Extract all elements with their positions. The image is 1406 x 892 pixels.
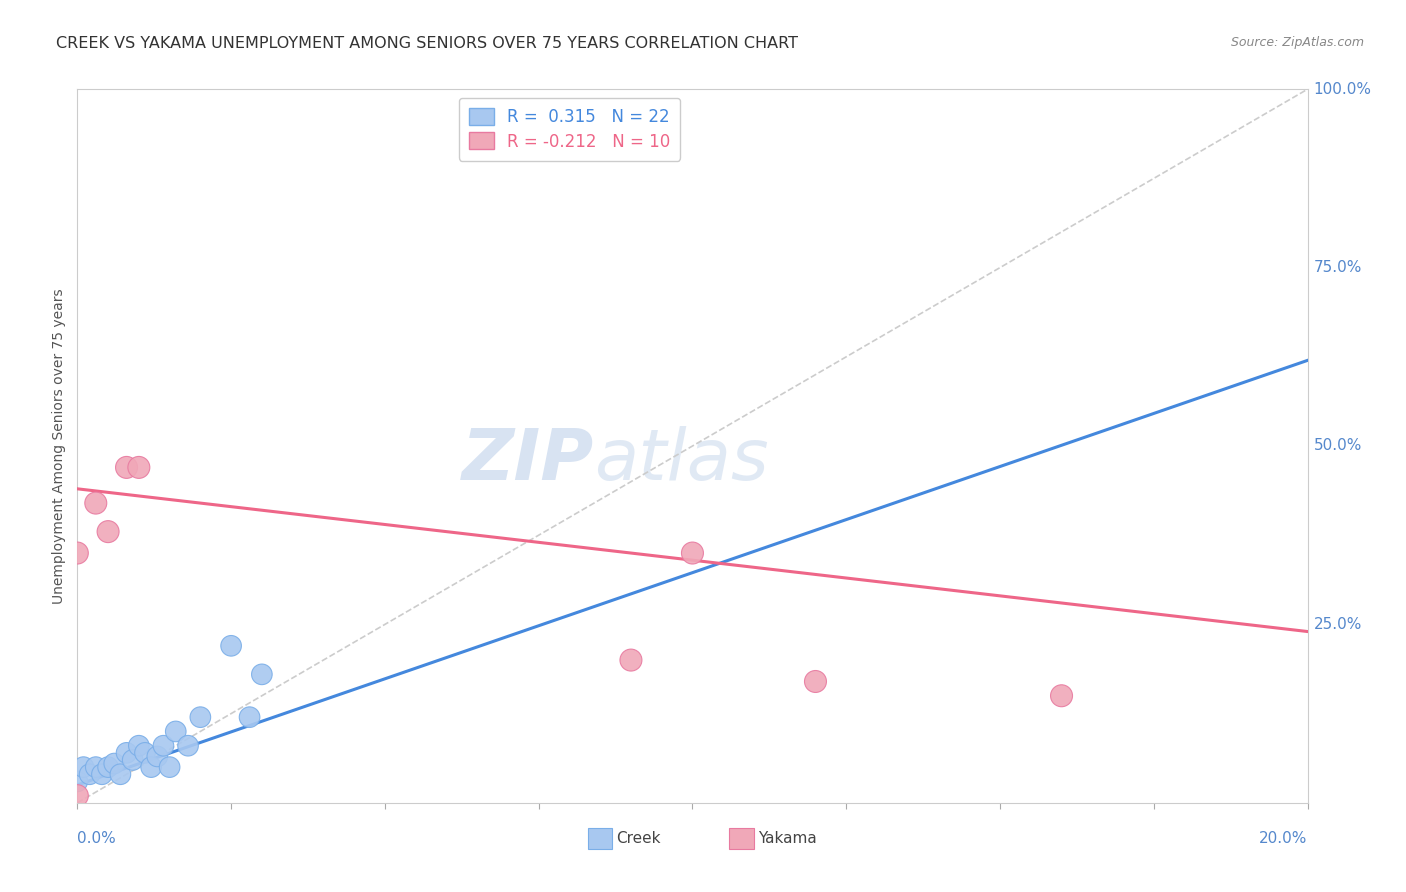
Point [115, 460, 138, 475]
Point [66, 789, 89, 803]
Point [72, 760, 94, 774]
Point [1050, 689, 1073, 703]
Point [620, 653, 643, 667]
Text: 50.0%: 50.0% [1313, 439, 1362, 453]
Y-axis label: Unemployment Among Seniors over 75 years: Unemployment Among Seniors over 75 years [52, 288, 66, 604]
Point [134, 746, 156, 760]
Point [177, 739, 200, 753]
Point [84, 760, 107, 774]
Point [84, 496, 107, 510]
Point [79, 767, 101, 781]
Point [146, 749, 169, 764]
Text: 75.0%: 75.0% [1313, 260, 1362, 275]
Point [110, 767, 132, 781]
Text: atlas: atlas [595, 425, 769, 495]
Point [103, 756, 125, 771]
Bar [588, 828, 613, 849]
Point [66, 546, 89, 560]
Text: 0.0%: 0.0% [77, 831, 117, 847]
Point [250, 667, 273, 681]
Bar [730, 828, 754, 849]
Point [115, 746, 138, 760]
Text: Source: ZipAtlas.com: Source: ZipAtlas.com [1230, 36, 1364, 49]
Point [90, 767, 114, 781]
Point [97, 760, 120, 774]
Point [159, 760, 181, 774]
Point [219, 639, 242, 653]
Text: ZIP: ZIP [461, 425, 595, 495]
Legend: R =  0.315   N = 22, R = -0.212   N = 10: R = 0.315 N = 22, R = -0.212 N = 10 [458, 97, 681, 161]
Point [152, 739, 174, 753]
Text: Yakama: Yakama [758, 831, 817, 846]
Text: Creek: Creek [616, 831, 661, 846]
Text: 25.0%: 25.0% [1313, 617, 1362, 632]
Point [239, 710, 262, 724]
Text: CREEK VS YAKAMA UNEMPLOYMENT AMONG SENIORS OVER 75 YEARS CORRELATION CHART: CREEK VS YAKAMA UNEMPLOYMENT AMONG SENIO… [56, 36, 799, 51]
Point [804, 674, 827, 689]
Point [165, 724, 187, 739]
Point [97, 524, 120, 539]
Point [128, 739, 150, 753]
Point [121, 753, 143, 767]
Point [188, 710, 212, 724]
Point [141, 760, 163, 774]
Point [66, 774, 89, 789]
Text: 20.0%: 20.0% [1260, 831, 1308, 847]
Text: 100.0%: 100.0% [1313, 82, 1372, 96]
Point [128, 460, 150, 475]
Point [682, 546, 704, 560]
